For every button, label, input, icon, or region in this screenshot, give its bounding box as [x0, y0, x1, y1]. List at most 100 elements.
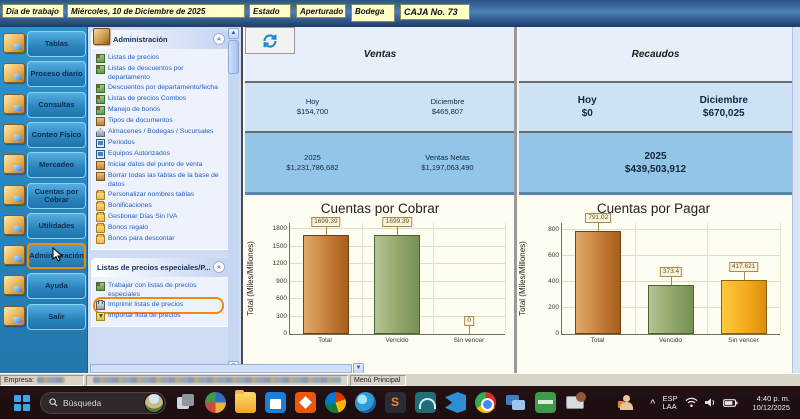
menu-item-iniciar-datos-del-punto-de-venta[interactable]: Iniciar datos del punto de venta [95, 160, 226, 171]
bar-value-label: 417.621 [728, 261, 759, 272]
menu-group-header[interactable]: Administración « [91, 28, 229, 49]
task-view-icon[interactable] [175, 392, 196, 413]
sidebar-item-consultas[interactable]: Consultas [1, 91, 87, 119]
estado-value-field[interactable]: Aperturado [296, 4, 346, 18]
redacted-text [93, 377, 341, 383]
house-icon [96, 128, 105, 137]
bar-total [302, 234, 349, 334]
menu-group-header[interactable]: Listas de precios especiales/P... « [91, 258, 229, 277]
app-orange-icon[interactable] [295, 392, 316, 413]
menu-item-label: Almacenes / Bodegas / Sucursales [108, 128, 214, 135]
sidebar-item-utilidades[interactable]: Utilidades [1, 212, 87, 240]
scrollbar-thumb[interactable] [228, 40, 239, 74]
menu-item-bonos-regalo[interactable]: Bonos regalo [95, 223, 226, 234]
menu-item-listas-de-precios[interactable]: Listas de precios [95, 53, 226, 64]
microsoft-store-icon[interactable] [265, 392, 286, 413]
remote-desktop-icon[interactable] [505, 392, 526, 413]
sidebar-item-cuentas-por-cobrar[interactable]: Cuentas por Cobrar [1, 182, 87, 210]
sidebar-item-tablas[interactable]: Tablas [1, 30, 87, 58]
sidebar-item-conteo-f-sico[interactable]: Conteo Físico [1, 121, 87, 149]
refresh-button[interactable] [245, 27, 295, 54]
ventas-panel: Ventas Hoy $154,700 Diciembre $465,807 202… [245, 27, 515, 197]
mouse-cursor [52, 247, 64, 262]
file-explorer-icon[interactable] [235, 390, 256, 413]
box-icon [96, 117, 105, 126]
tray-chevron-icon[interactable]: ^ [650, 397, 656, 408]
sidebar-item-ayuda[interactable]: Ayuda [1, 272, 87, 300]
vscode-icon[interactable] [445, 392, 466, 413]
browser-sphere-icon[interactable] [205, 392, 226, 413]
ventas-hoy: Hoy $154,700 [296, 97, 329, 116]
x-category-label: Vencido [658, 337, 683, 344]
menu-group-title: Listas de precios especiales/P... [97, 263, 211, 272]
recaudos-hoy: Hoy $0 [577, 95, 597, 119]
y-tick-label: 400 [548, 277, 559, 285]
sidebar-item-proceso-diario[interactable]: Proceso diario [1, 60, 87, 88]
menu-item-gestionar-d-as-sin-iva[interactable]: Gestionar Días Sin IVA [95, 212, 226, 223]
menu-item-listas-de-descuentos-por-departamento[interactable]: Listas de descuentos por departamento [95, 64, 226, 83]
menu-item-manejo-de-bonos[interactable]: Manejo de bonos [95, 105, 226, 116]
menu-item-almacenes-bodegas-sucursales[interactable]: Almacenes / Bodegas / Sucursales [95, 127, 226, 138]
search-highlight-image[interactable] [144, 392, 164, 413]
y-axis-label: Total (Miles/Millones) [245, 240, 255, 316]
edge-icon[interactable] [355, 392, 376, 413]
taskbar-clock[interactable]: 4:40 p. m. 10/12/2025 [752, 393, 790, 412]
y-tick-label: 1500 [272, 242, 287, 250]
sidebar-item-label: Tablas [27, 31, 86, 57]
utilities-icon [3, 214, 25, 235]
system-monitor-icon[interactable] [415, 392, 436, 413]
collapse-chevron-icon[interactable]: « [213, 261, 225, 273]
menu-item-bonos-para-descontar[interactable]: Bonos para descontar [95, 234, 226, 245]
chrome-icon[interactable] [475, 392, 496, 413]
printer-icon [96, 300, 105, 310]
battery-icon[interactable] [723, 398, 738, 408]
chart-title: Cuentas por Cobrar [320, 201, 440, 216]
menu-item-bonificaciones[interactable]: Bonificaciones [95, 201, 226, 212]
menu-item-trabajar-con-listas-de-precios-especiale[interactable]: Trabajar con listas de precios especiale… [95, 281, 226, 300]
payment-green-icon[interactable] [535, 392, 556, 413]
menu-item-descuentos-por-departamento-fecha[interactable]: Descuentos por departamento/fecha [95, 83, 226, 94]
recaudos-title: Recaudos [519, 27, 792, 83]
menu-scrollbar[interactable]: ▲ ▼ [228, 27, 239, 373]
menu-item-borrar-todas-las-tablas-de-la-base-de-da[interactable]: Borrar todas las tablas de la base de da… [95, 171, 226, 190]
menu-group-title: Administración [113, 35, 168, 44]
recaudos-diciembre: Diciembre $670,025 [699, 95, 748, 119]
user-account-icon[interactable] [618, 395, 634, 410]
volume-icon[interactable] [704, 397, 717, 408]
start-button[interactable] [14, 394, 30, 411]
bar-vencido [647, 285, 694, 334]
pricelist-icon [96, 95, 105, 104]
scroll-up-button[interactable]: ▲ [228, 28, 239, 39]
sidebar-item-salir[interactable]: Salir [1, 303, 87, 331]
sidebar-item-administraci-n[interactable]: Administración [1, 242, 87, 270]
wifi-icon[interactable] [685, 397, 698, 408]
menu-item-periodos[interactable]: Periodos [95, 138, 226, 149]
sublime-text-icon[interactable] [385, 392, 406, 413]
sidebar-item-mercadeo[interactable]: Mercadeo [1, 151, 87, 179]
menu-item-importar-lista-de-precios[interactable]: Importar lista de precios [95, 311, 226, 322]
receivables-icon [3, 184, 25, 205]
dashboard-scrollbar[interactable] [792, 27, 800, 373]
display-settings-icon[interactable] [565, 392, 586, 413]
menu-item-imprimir-listas-de-precios[interactable]: Imprimir listas de precios [93, 297, 226, 314]
bar-vencido [374, 234, 421, 334]
menu-item-tipos-de-documentos[interactable]: Tipos de documentos [95, 116, 226, 127]
y-tick-label: 600 [276, 295, 287, 302]
menu-item-personalizar-nombres-tablas[interactable]: Personalizar nombres tablas [95, 190, 226, 201]
y-tick-label: 0 [283, 330, 287, 337]
taskbar-search[interactable]: Búsqueda [40, 391, 166, 414]
collapse-chevron-icon[interactable]: « [213, 33, 225, 45]
menu-item-label: Importar lista de precios [108, 312, 181, 319]
status-bar: Empresa: Menú Principal [0, 373, 800, 386]
box-icon [96, 161, 105, 170]
pricelist-icon [96, 282, 105, 291]
work-day-value-field[interactable]: Miércoles, 10 de Diciembre de 2025 [67, 4, 245, 18]
empresa-status-segment: Empresa: [0, 374, 84, 386]
folder-icon [96, 201, 105, 211]
menu-item-listas-de-precios-combos[interactable]: Listas de precios Combos [95, 94, 226, 105]
menu-item-equipos-autorizados[interactable]: Equipos Autorizados [95, 149, 226, 160]
office-hub-icon[interactable] [325, 392, 346, 413]
language-indicator[interactable]: ESP LAA [662, 393, 678, 411]
horizontal-scrollbar[interactable] [90, 364, 352, 373]
